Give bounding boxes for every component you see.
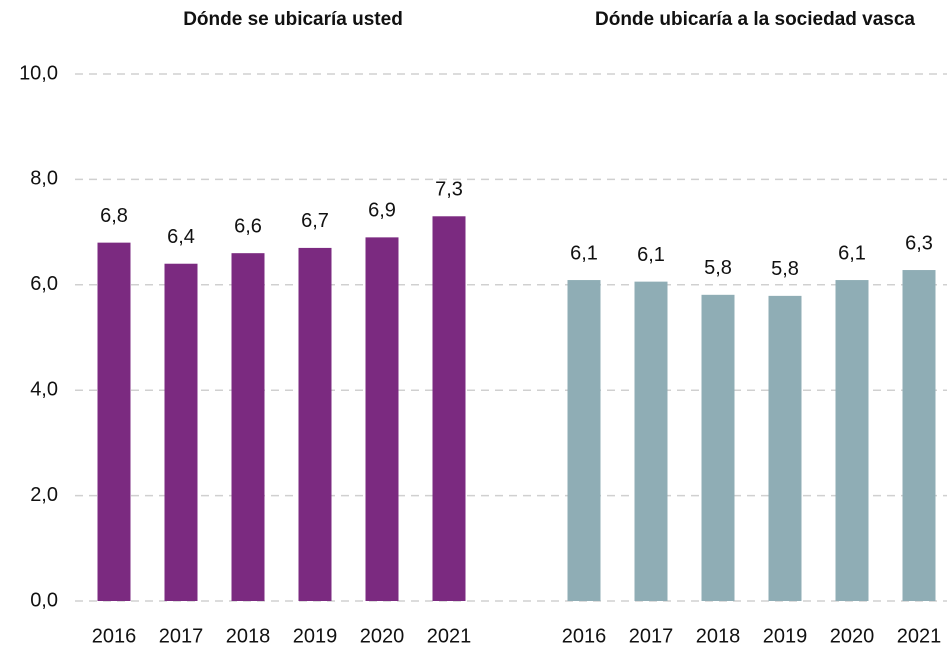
bar (902, 270, 936, 601)
bar (164, 263, 198, 601)
x-tick-label: 2021 (897, 625, 942, 647)
bar (634, 281, 668, 601)
panel-title: Dónde se ubicaría usted (183, 9, 403, 30)
y-tick-label: 6,0 (30, 273, 58, 295)
y-tick-label: 0,0 (30, 589, 58, 611)
x-tick-label: 2020 (830, 625, 875, 647)
value-label: 6,1 (838, 242, 866, 264)
x-tick-label: 2019 (763, 625, 808, 647)
value-label: 7,3 (435, 179, 463, 201)
x-tick-label: 2018 (226, 625, 271, 647)
x-tick-label: 2020 (360, 625, 405, 647)
value-label: 6,4 (167, 226, 195, 248)
bar (231, 253, 265, 601)
bar (298, 247, 332, 601)
value-label: 6,3 (905, 232, 933, 254)
x-tick-label: 2017 (159, 625, 204, 647)
bar (567, 280, 601, 601)
bar (97, 242, 131, 601)
value-label: 6,9 (368, 200, 396, 222)
x-tick-label: 2016 (562, 625, 607, 647)
value-label: 6,1 (570, 242, 598, 264)
x-tick-label: 2018 (696, 625, 741, 647)
panel-title: Dónde ubicaría a la sociedad vasca (595, 9, 915, 30)
y-tick-label: 2,0 (30, 484, 58, 506)
bar (701, 294, 735, 601)
bar (835, 280, 869, 601)
value-label: 5,8 (704, 257, 732, 279)
value-label: 5,8 (771, 258, 799, 280)
y-tick-label: 10,0 (19, 62, 58, 84)
x-tick-label: 2016 (92, 625, 137, 647)
y-tick-label: 4,0 (30, 378, 58, 400)
bar (365, 237, 399, 601)
value-label: 6,1 (637, 244, 665, 266)
x-tick-label: 2017 (629, 625, 674, 647)
value-label: 6,8 (100, 205, 128, 227)
y-tick-label: 8,0 (30, 168, 58, 190)
x-tick-label: 2021 (427, 625, 472, 647)
value-label: 6,7 (301, 210, 329, 232)
value-label: 6,6 (234, 215, 262, 237)
bar (432, 216, 466, 602)
x-tick-label: 2019 (293, 625, 338, 647)
bar (768, 295, 802, 601)
